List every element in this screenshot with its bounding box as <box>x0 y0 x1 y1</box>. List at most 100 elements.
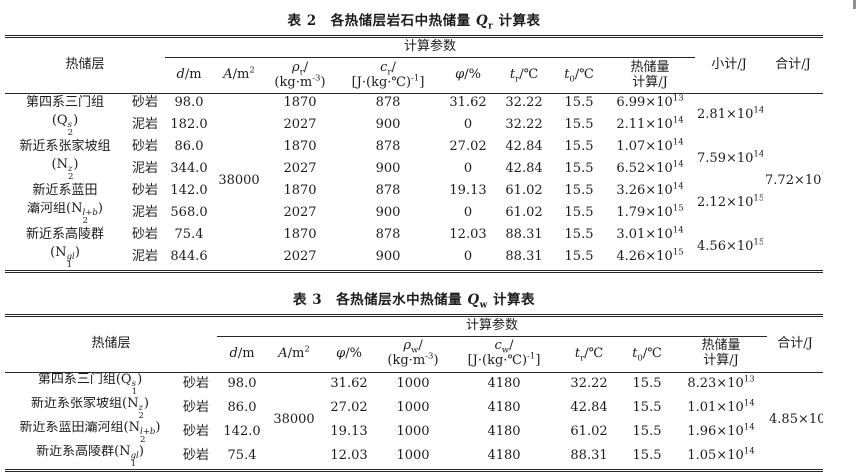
cell-t0: 15.5 <box>564 95 594 111</box>
cell-q: 6.52×1014 <box>616 159 684 177</box>
cell-lithology: 砂岩 <box>183 376 210 392</box>
col-header-area: A/m2 <box>213 57 266 94</box>
cell-tr: 32.22 <box>505 117 543 133</box>
table-gap <box>5 273 825 285</box>
cell-q: 3.26×1014 <box>616 181 684 199</box>
cell-formation: 新近系蓝田 <box>32 183 98 199</box>
col-header-total: 合计/J <box>767 315 824 373</box>
col-group-parameters: 计算参数 <box>217 315 768 337</box>
table2-title: 表 2 各热储层岩石中热储量 Qr 计算表 <box>287 13 541 32</box>
cell-lithology: 砂岩 <box>132 227 159 243</box>
cell-tr: 61.02 <box>570 424 608 440</box>
cell-formation: (Q s 2) <box>51 113 79 138</box>
cell-t0: 15.5 <box>564 227 594 243</box>
cell-tr: 88.31 <box>505 227 543 243</box>
cell-tr: 61.02 <box>505 205 543 221</box>
cell-q: 4.26×1015 <box>616 247 684 265</box>
cell-area: 38000 <box>218 173 260 189</box>
cell-d: 86.0 <box>227 400 257 416</box>
table-row: 新近系高陵群(N gl 1) 砂岩 75.4 12.03 1000 4180 88.… <box>5 445 823 471</box>
table-row: 新近系张家坡组 砂岩 86.0 1870 878 27.02 42.84 15.… <box>5 137 823 166</box>
table-row: 新近系张家坡组(N z 2) 砂岩 86.0 27.02 1000 4180 42.… <box>5 397 823 421</box>
cell-formation: 第四系三门组 <box>25 95 104 111</box>
cell-phi: 12.03 <box>330 448 368 464</box>
cell-c: 878 <box>375 183 401 199</box>
cell-phi: 0 <box>463 117 473 133</box>
table-row: (N gl 1) 泥岩 844.6 2027 900 0 88.31 15.5 4.… <box>5 246 823 272</box>
cell-phi: 19.13 <box>449 183 487 199</box>
col-header-reservoir-temp: tr/℃ <box>559 336 620 373</box>
col-header-water-density: ρw/(kg·m-3) <box>377 336 450 373</box>
cell-phi: 27.02 <box>449 139 487 155</box>
cell-t0: 15.5 <box>564 117 594 133</box>
cell-c: 4180 <box>487 400 521 416</box>
col-header-porosity: φ/% <box>441 57 496 94</box>
cell-d: 86.0 <box>174 139 204 155</box>
cell-rho: 2027 <box>283 249 317 265</box>
cell-rho: 2027 <box>283 117 317 133</box>
cell-formation: 第四系三门组(Q s 1) <box>37 372 143 397</box>
cell-c: 4180 <box>487 424 521 440</box>
table-row: (Q s 2) 泥岩 182.0 2027 900 0 32.22 15.5 2.1… <box>5 114 823 138</box>
cell-formation: 新近系张家坡组 <box>19 139 111 155</box>
cell-c: 878 <box>375 227 401 243</box>
cell-tr: 88.31 <box>505 249 543 265</box>
col-header-depth: d/m <box>217 336 268 373</box>
cell-t0: 15.5 <box>564 249 594 265</box>
cell-tr: 32.22 <box>570 376 608 392</box>
cell-lithology: 砂岩 <box>132 139 159 155</box>
cell-t0: 15.5 <box>564 183 594 199</box>
cell-subtotal: 2.12×1015 <box>697 193 764 211</box>
cell-tr: 42.84 <box>570 400 608 416</box>
cell-c: 900 <box>375 161 401 177</box>
col-header-porosity: φ/% <box>321 336 378 373</box>
cell-lithology: 砂岩 <box>132 183 159 199</box>
col-header-area: A/m2 <box>267 336 322 373</box>
cell-rho: 1870 <box>283 95 317 111</box>
cell-d: 568.0 <box>170 205 208 221</box>
cell-d: 98.0 <box>227 376 257 392</box>
cell-q: 3.01×1014 <box>616 225 684 243</box>
col-header-depth: d/m <box>165 57 214 94</box>
table-row: 新近系高陵群 砂岩 75.4 1870 878 12.03 88.31 15.5… <box>5 225 823 255</box>
cell-t0: 15.5 <box>564 139 594 155</box>
col-header-heat-storage-calc: 热储量 计算/J <box>605 57 696 94</box>
cell-formation: 新近系高陵群(N gl 1) <box>36 444 144 470</box>
cell-phi: 0 <box>463 161 473 177</box>
cell-q: 6.99×1013 <box>616 93 684 111</box>
cell-q: 1.79×1015 <box>616 203 684 221</box>
cell-phi: 12.03 <box>449 227 487 243</box>
cell-q: 1.05×1014 <box>687 446 755 464</box>
cell-subtotal: 7.59×1014 <box>697 149 764 167</box>
cell-d: 182.0 <box>170 117 208 133</box>
table3-title: 表 3 各热储层水中热储量 Qw 计算表 <box>293 291 535 311</box>
cell-t0: 15.5 <box>632 424 662 440</box>
cell-lithology: 砂岩 <box>183 448 210 464</box>
cell-d: 844.6 <box>170 249 208 265</box>
col-header-total: 合计/J <box>763 36 824 94</box>
cell-lithology: 砂岩 <box>132 95 159 111</box>
table-row: 新近系蓝田 砂岩 142.0 1870 878 19.13 61.02 15.5… <box>5 181 823 210</box>
table2-rock-heat-storage: 热储层 计算参数 小计/J 合计/J d/m A/m2 ρr/(kg·m-3) … <box>5 35 824 273</box>
col-header-heat-storage-calc: 热储量 计算/J <box>675 336 768 373</box>
cell-phi: 0 <box>463 249 473 265</box>
cell-rho: 1870 <box>283 183 317 199</box>
cell-d: 142.0 <box>223 424 261 440</box>
cell-d: 344.0 <box>170 161 208 177</box>
cell-c: 4180 <box>487 376 521 392</box>
cell-c: 878 <box>375 95 401 111</box>
cell-formation: 新近系高陵群 <box>25 227 104 243</box>
scan-artifact-mark <box>853 0 856 9</box>
cell-q: 8.23×1013 <box>687 374 755 392</box>
cell-d: 75.4 <box>174 227 204 243</box>
cell-rho: 1000 <box>396 400 430 416</box>
cell-lithology: 泥岩 <box>132 205 159 221</box>
cell-rho: 1870 <box>283 227 317 243</box>
cell-phi: 19.13 <box>330 424 368 440</box>
document-page: 表 2 各热储层岩石中热储量 Qr 计算表 热储层 计算参数 小计/J 合计/J… <box>5 0 856 472</box>
table3-water-heat-storage: 热储层 计算参数 合计/J d/m A/m2 φ/% ρw/(kg·m-3) c… <box>5 313 824 472</box>
cell-q: 1.07×1014 <box>616 137 684 155</box>
cell-phi: 27.02 <box>330 400 368 416</box>
col-header-reservoir: 热储层 <box>5 36 166 94</box>
cell-tr: 32.22 <box>505 95 543 111</box>
